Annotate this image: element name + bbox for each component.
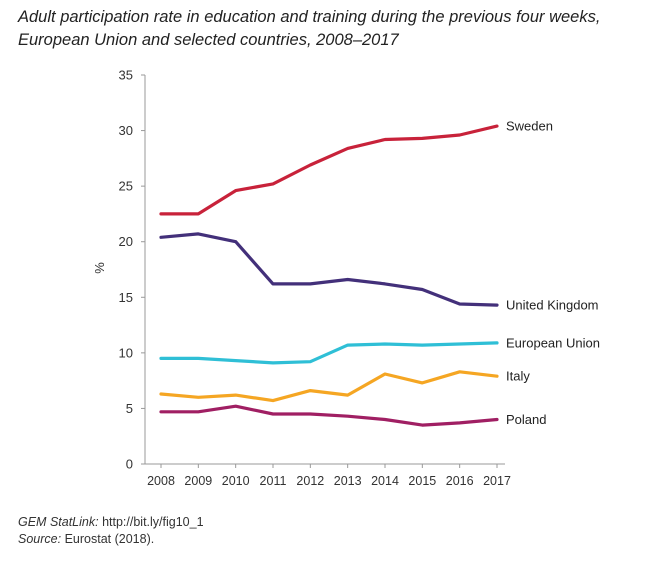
chart-title-line-1: Adult participation rate in education an… [18, 8, 601, 26]
x-tick-label: 2010 [222, 474, 250, 488]
series-line-european-union [159, 341, 499, 365]
y-tick-label: 5 [126, 401, 133, 416]
chart-axes: 0 5 10 15 20 25 30 35% 2008 2009 2010 2011 2012 2013 2… [92, 68, 511, 489]
chart-title: Adult participation rate in education an… [18, 6, 648, 52]
x-tick-label: 2014 [371, 474, 399, 488]
x-tick-label: 2011 [260, 474, 287, 488]
series-label-italy: Italy [506, 369, 530, 384]
x-tick-label: 2013 [334, 474, 362, 488]
chart-title-line-2: European Union and selected countries, 2… [18, 31, 399, 49]
series-label-united-kingdom: United Kingdom [506, 298, 599, 313]
y-tick-label: 25 [119, 179, 133, 194]
y-tick-label: 10 [119, 345, 133, 360]
statlink-label: GEM StatLink: [18, 515, 99, 529]
series-line-sweden [159, 124, 499, 216]
series-line-italy [159, 370, 499, 403]
series-line-poland [159, 404, 499, 427]
y-axis-title: % [92, 262, 107, 274]
series-line-united-kingdom [159, 232, 499, 307]
y-tick-label: 20 [119, 234, 133, 249]
x-tick-label: 2008 [147, 474, 175, 488]
x-tick-label: 2017 [483, 474, 511, 488]
source-label: Source: [18, 532, 62, 546]
x-tick-label: 2016 [446, 474, 474, 488]
series-label-european-union: European Union [506, 335, 600, 350]
x-tick-label: 2012 [296, 474, 324, 488]
y-tick-label: 0 [126, 457, 133, 472]
source-line: Source: Eurostat (2018). [18, 531, 204, 548]
chart-series-lines [159, 124, 499, 427]
x-tick-label: 2015 [408, 474, 436, 488]
y-tick-label: 15 [119, 290, 133, 305]
y-tick-label: 30 [119, 123, 133, 138]
statlink-line: GEM StatLink: http://bit.ly/fig10_1 [18, 514, 204, 531]
chart-series-labels: Sweden United Kingdom European Union Italy P… [506, 119, 600, 427]
statlink-url[interactable]: http://bit.ly/fig10_1 [102, 515, 204, 529]
chart-footer: GEM StatLink: http://bit.ly/fig10_1 Sour… [18, 514, 204, 548]
y-tick-label: 35 [119, 68, 133, 83]
series-label-sweden: Sweden [506, 119, 553, 134]
series-label-poland: Poland [506, 412, 546, 427]
x-tick-label: 2009 [184, 474, 212, 488]
source-text: Eurostat (2018). [64, 532, 155, 546]
